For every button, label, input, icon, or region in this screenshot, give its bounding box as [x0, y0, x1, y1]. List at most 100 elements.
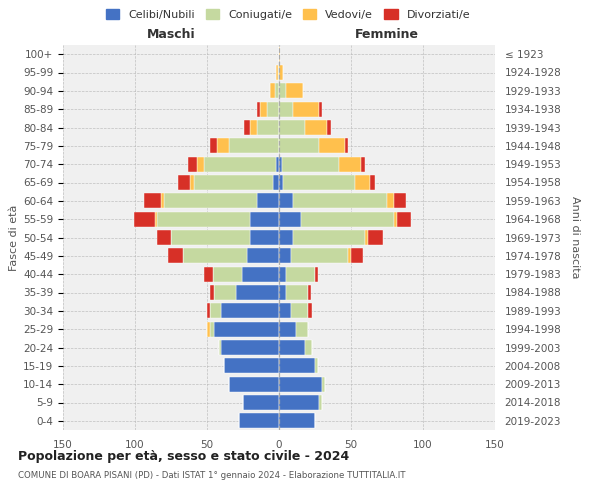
Y-axis label: Fasce di età: Fasce di età — [9, 204, 19, 270]
Bar — [308, 285, 311, 300]
Bar — [229, 138, 279, 154]
Bar — [290, 248, 348, 264]
Bar — [221, 340, 279, 355]
Bar — [305, 120, 326, 135]
Bar — [244, 120, 250, 135]
Bar — [394, 194, 406, 208]
Bar — [278, 65, 279, 80]
Bar — [214, 285, 236, 300]
Bar — [279, 156, 282, 172]
Bar — [315, 266, 318, 281]
Bar — [279, 322, 296, 336]
Bar — [188, 156, 197, 172]
Bar — [217, 138, 229, 154]
Bar — [271, 84, 275, 98]
Bar — [322, 376, 325, 392]
Bar — [290, 304, 308, 318]
Text: Femmine: Femmine — [355, 28, 419, 42]
Bar — [178, 175, 190, 190]
Bar — [213, 266, 242, 281]
Bar — [134, 212, 155, 226]
Text: Maschi: Maschi — [146, 28, 196, 42]
Bar — [236, 285, 279, 300]
Bar — [293, 230, 365, 245]
Bar — [387, 194, 394, 208]
Bar — [164, 194, 257, 208]
Bar — [204, 266, 213, 281]
Bar — [224, 358, 279, 374]
Bar — [168, 248, 182, 264]
Bar — [279, 414, 315, 428]
Bar — [340, 156, 361, 172]
Bar — [229, 376, 279, 392]
Bar — [207, 304, 210, 318]
Bar — [397, 212, 412, 226]
Bar — [355, 175, 370, 190]
Bar — [243, 395, 279, 410]
Bar — [279, 230, 293, 245]
Bar — [190, 175, 194, 190]
Text: Popolazione per età, sesso e stato civile - 2024: Popolazione per età, sesso e stato civil… — [18, 450, 349, 463]
Bar — [286, 84, 304, 98]
Bar — [257, 194, 279, 208]
Bar — [257, 120, 279, 135]
Bar — [279, 194, 293, 208]
Bar — [293, 194, 387, 208]
Bar — [182, 248, 247, 264]
Bar — [214, 322, 279, 336]
Bar — [171, 230, 250, 245]
Bar — [345, 138, 348, 154]
Bar — [257, 102, 260, 116]
Legend: Celibi/Nubili, Coniugati/e, Vedovi/e, Divorziati/e: Celibi/Nubili, Coniugati/e, Vedovi/e, Di… — [103, 6, 473, 23]
Bar — [155, 212, 157, 226]
Bar — [279, 248, 290, 264]
Bar — [308, 304, 312, 318]
Bar — [279, 65, 283, 80]
Bar — [247, 248, 279, 264]
Bar — [218, 340, 221, 355]
Bar — [242, 266, 279, 281]
Bar — [210, 138, 217, 154]
Y-axis label: Anni di nascita: Anni di nascita — [570, 196, 580, 279]
Bar — [279, 212, 301, 226]
Bar — [273, 175, 279, 190]
Bar — [221, 304, 279, 318]
Bar — [279, 358, 315, 374]
Bar — [293, 102, 319, 116]
Bar — [279, 84, 286, 98]
Bar — [161, 194, 164, 208]
Bar — [319, 102, 322, 116]
Bar — [207, 322, 210, 336]
Bar — [204, 156, 276, 172]
Bar — [394, 212, 397, 226]
Bar — [296, 322, 308, 336]
Bar — [143, 194, 161, 208]
Bar — [286, 285, 308, 300]
Bar — [250, 120, 257, 135]
Bar — [365, 230, 368, 245]
Bar — [157, 212, 250, 226]
Bar — [368, 230, 383, 245]
Bar — [279, 138, 319, 154]
Bar — [319, 138, 345, 154]
Bar — [268, 102, 279, 116]
Bar — [239, 414, 279, 428]
Bar — [315, 358, 318, 374]
Bar — [305, 340, 312, 355]
Bar — [361, 156, 365, 172]
Bar — [279, 120, 305, 135]
Bar — [210, 304, 221, 318]
Bar — [194, 175, 273, 190]
Bar — [210, 285, 214, 300]
Bar — [279, 285, 286, 300]
Bar — [250, 230, 279, 245]
Bar — [279, 376, 322, 392]
Bar — [283, 175, 355, 190]
Bar — [279, 266, 286, 281]
Bar — [279, 304, 290, 318]
Bar — [250, 212, 279, 226]
Bar — [301, 212, 394, 226]
Bar — [279, 46, 280, 62]
Bar — [319, 395, 322, 410]
Bar — [276, 156, 279, 172]
